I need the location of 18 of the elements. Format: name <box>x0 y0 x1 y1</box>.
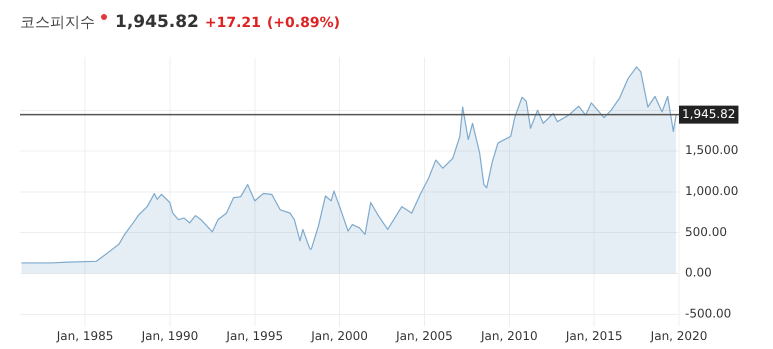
x-tick-label: Jan, 1990 <box>140 328 198 343</box>
x-tick-label: Jan, 2010 <box>480 328 538 343</box>
y-tick-label: 1,000.00 <box>685 184 738 198</box>
chart-title: 코스피지수 <box>20 12 95 32</box>
y-tick-label: 500.00 <box>685 224 727 239</box>
text: (+0.89%) <box>266 15 340 31</box>
x-tick-label: Jan, 1985 <box>56 328 114 343</box>
text: 1,945.82 <box>115 12 199 32</box>
text: +17.21 <box>204 15 261 31</box>
x-tick-label: Jan, 2020 <box>650 328 708 343</box>
ref-line-label: 1,945.82 <box>682 106 736 121</box>
x-tick-label: Jan, 1995 <box>225 328 284 343</box>
x-tick-label: Jan, 2000 <box>310 328 368 343</box>
y-tick-label: 0.00 <box>685 266 712 280</box>
y-tick-label: -500.00 <box>685 306 732 320</box>
x-tick-label: Jan, 2015 <box>564 328 622 343</box>
x-tick-label: Jan, 2005 <box>395 328 453 343</box>
y-tick-label: 1,500.00 <box>685 143 738 158</box>
